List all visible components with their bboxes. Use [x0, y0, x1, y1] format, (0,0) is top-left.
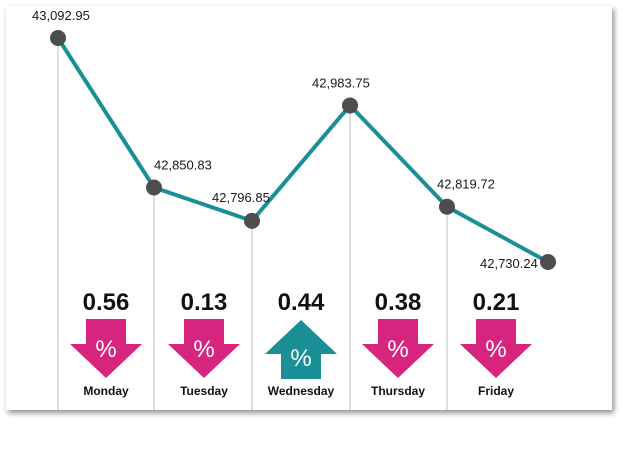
percent-change-value: 0.21 — [473, 289, 520, 316]
series-line — [56, 36, 550, 264]
data-point — [439, 198, 455, 215]
down-arrow-icon — [460, 319, 532, 378]
percent-symbol: % — [193, 336, 214, 363]
point-value-label: 42,850.83 — [154, 158, 212, 173]
percent-symbol: % — [95, 336, 116, 363]
down-arrow-icon — [168, 319, 240, 378]
percent-change-value: 0.38 — [375, 289, 422, 316]
percent-symbol: % — [290, 345, 311, 372]
day-label: Monday — [83, 384, 129, 398]
percent-change-value: 0.44 — [278, 289, 325, 316]
down-arrow-icon — [362, 319, 434, 378]
up-arrow-icon — [265, 320, 337, 379]
day-label: Tuesday — [180, 384, 228, 398]
down-arrow-icon — [70, 319, 142, 378]
point-value-label: 42,730.24 — [480, 256, 538, 271]
percent-change-value: 0.56 — [83, 289, 130, 316]
percent-change-value: 0.13 — [181, 289, 228, 316]
point-value-label: 42,819.72 — [437, 177, 495, 192]
data-point — [50, 30, 66, 46]
point-value-label: 42,983.75 — [312, 75, 370, 90]
percent-symbol: % — [387, 336, 408, 363]
point-value-label: 42,796.85 — [212, 190, 270, 205]
percent-symbol: % — [485, 336, 506, 363]
data-point — [540, 254, 556, 270]
day-label: Thursday — [371, 384, 425, 398]
point-value-label: 43,092.95 — [32, 8, 90, 23]
data-point — [342, 97, 358, 114]
data-point — [244, 212, 260, 229]
day-label: Wednesday — [268, 384, 335, 398]
data-point — [146, 179, 162, 196]
day-label: Friday — [478, 384, 514, 398]
